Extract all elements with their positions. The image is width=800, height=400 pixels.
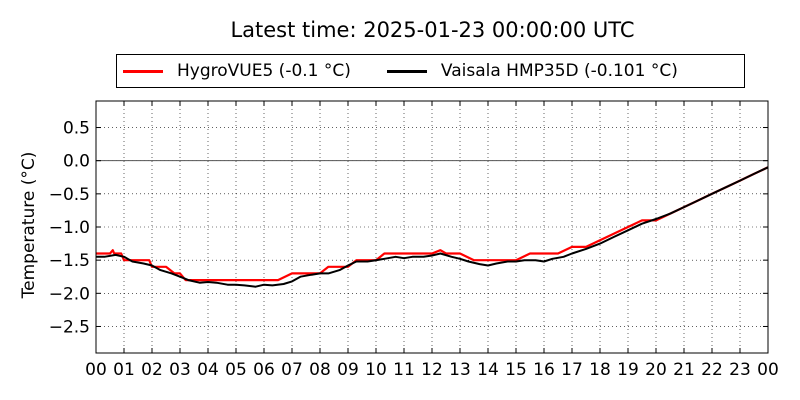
x-tick-label: 22	[701, 360, 723, 380]
x-tick-label: 02	[141, 360, 163, 380]
y-tick-label: −2.0	[49, 284, 90, 304]
x-tick-label: 11	[393, 360, 415, 380]
x-tick-label: 19	[617, 360, 639, 380]
legend-label-series-1: Vaisala HMP35D (-0.101 °C)	[440, 61, 678, 81]
x-tick-label: 13	[449, 360, 471, 380]
y-tick-label: 0.0	[63, 152, 90, 172]
x-tick-label: 14	[477, 360, 499, 380]
y-tick-label: −1.5	[49, 251, 90, 271]
x-tick-label: 00	[757, 360, 779, 380]
x-tick-label: 16	[533, 360, 555, 380]
legend-item-series-0: HygroVUE5 (-0.1 °C)	[123, 61, 351, 81]
legend-swatch-series-0	[123, 69, 163, 73]
x-tick-label: 03	[169, 360, 191, 380]
x-tick-label: 23	[729, 360, 751, 380]
x-tick-label: 05	[225, 360, 247, 380]
x-tick-label: 06	[253, 360, 275, 380]
legend-swatch-series-1	[386, 69, 427, 73]
x-tick-label: 17	[561, 360, 583, 380]
x-tick-label: 18	[589, 360, 611, 380]
legend-item-series-1: Vaisala HMP35D (-0.101 °C)	[386, 61, 678, 81]
y-tick-label: 0.5	[63, 119, 90, 139]
y-tick-label: −1.0	[49, 218, 90, 238]
y-tick-label: −0.5	[49, 185, 90, 205]
x-tick-label: 10	[365, 360, 387, 380]
x-tick-label: 20	[645, 360, 667, 380]
x-tick-label: 04	[197, 360, 219, 380]
x-tick-label: 07	[281, 360, 303, 380]
x-tick-label: 00	[85, 360, 107, 380]
x-tick-label: 15	[505, 360, 527, 380]
chart-title: Latest time: 2025-01-23 00:00:00 UTC	[230, 18, 635, 42]
x-tick-label: 12	[421, 360, 443, 380]
legend: HygroVUE5 (-0.1 °C) Vaisala HMP35D (-0.1…	[116, 54, 745, 88]
legend-label-series-0: HygroVUE5 (-0.1 °C)	[177, 61, 351, 81]
x-tick-label: 01	[113, 360, 135, 380]
x-tick-label: 21	[673, 360, 695, 380]
x-tick-label: 09	[337, 360, 359, 380]
series-line-1	[96, 166, 769, 288]
y-tick-label: −2.5	[49, 317, 90, 337]
x-tick-label: 08	[309, 360, 331, 380]
